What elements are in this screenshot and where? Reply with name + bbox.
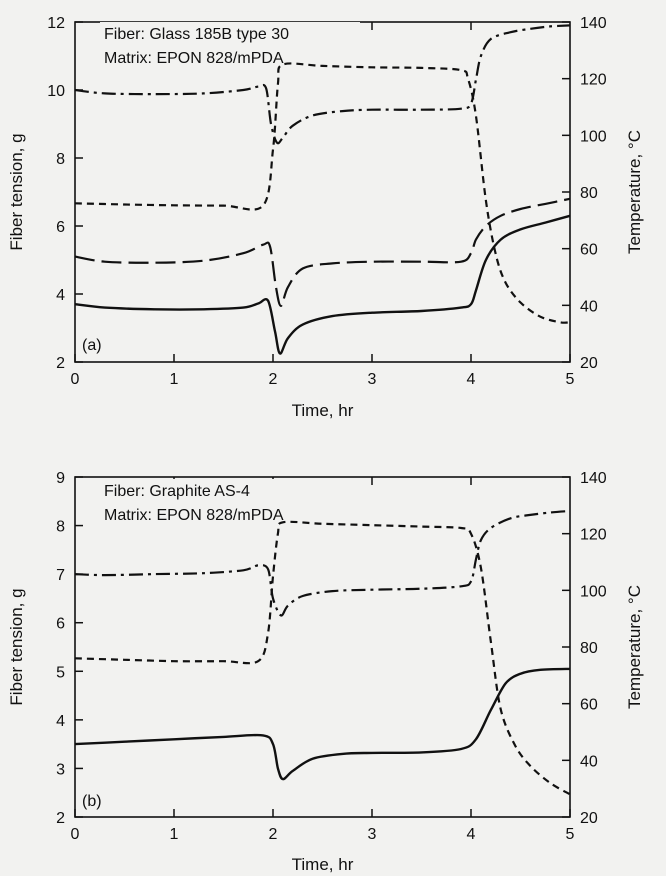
y-tick-label: 2: [56, 810, 65, 827]
y-tick-label: 7: [56, 567, 65, 584]
annotation-background: [100, 22, 360, 44]
x-axis-title: Time, hr: [292, 855, 354, 874]
x-tick-label: 3: [368, 826, 377, 843]
panel-label: (a): [82, 337, 102, 354]
x-tick-label: 2: [269, 826, 278, 843]
y2-tick-label: 80: [580, 640, 598, 657]
y2-tick-label: 140: [580, 470, 607, 487]
y-tick-label: 3: [56, 761, 65, 778]
x-tick-label: 3: [368, 371, 377, 388]
y-tick-label: 2: [56, 355, 65, 372]
y-tick-label: 6: [56, 219, 65, 236]
x-tick-label: 1: [170, 371, 179, 388]
y-tick-label: 4: [56, 287, 65, 304]
x-tick-label: 4: [467, 371, 476, 388]
y2-tick-label: 140: [580, 15, 607, 32]
y2-axis-title: Temperature, °C: [625, 130, 644, 254]
y-tick-label: 9: [56, 470, 65, 487]
panel-label: (b): [82, 793, 102, 810]
plot-frame: [74, 476, 571, 818]
chart-panel-b: 0 1 2 3 4 5 2 3 4 5 6 7 8 9 20 40 60 80 100 120 140 Time, hr F…: [7, 470, 644, 874]
y2-axis-title: Temperature, °C: [625, 585, 644, 709]
x-tick-label: 5: [566, 371, 575, 388]
series-line-dash-dot: [74, 509, 571, 617]
y2-tick-label: 120: [580, 72, 607, 89]
y-tick-label: 10: [47, 83, 65, 100]
annotation-text: Matrix: EPON 828/mPDA: [104, 507, 284, 524]
annotation-text: Matrix: EPON 828/mPDA: [104, 50, 284, 67]
y-axis-title: Fiber tension, g: [7, 133, 26, 250]
x-axis-title: Time, hr: [292, 401, 354, 420]
y-tick-label: 8: [56, 151, 65, 168]
y-tick-label: 12: [47, 15, 65, 32]
annotation-text: Fiber: Graphite AS-4: [104, 483, 250, 500]
y-tick-label: 6: [56, 616, 65, 633]
annotation-background: [100, 479, 360, 501]
y2-tick-label: 120: [580, 527, 607, 544]
x-tick-label: 1: [170, 826, 179, 843]
y2-tick-label: 80: [580, 185, 598, 202]
plot-frame: [74, 21, 571, 363]
y2-tick-label: 100: [580, 583, 607, 600]
y-tick-label: 8: [56, 519, 65, 536]
y-axis-title: Fiber tension, g: [7, 588, 26, 705]
x-tick-label: 0: [71, 371, 80, 388]
y-tick-label: 4: [56, 713, 65, 730]
y2-tick-label: 40: [580, 298, 598, 315]
series-line-long-dash: [74, 197, 571, 307]
annotation-background: [100, 503, 360, 525]
x-tick-label: 4: [467, 826, 476, 843]
x-tick-label: 2: [269, 371, 278, 388]
series-line-solid: [74, 667, 571, 781]
y-tick-label: 5: [56, 664, 65, 681]
y2-tick-label: 20: [580, 810, 598, 827]
y2-tick-label: 40: [580, 753, 598, 770]
annotation-text: Fiber: Glass 185B type 30: [104, 26, 289, 43]
x-tick-label: 5: [566, 826, 575, 843]
x-tick-label: 0: [71, 826, 80, 843]
annotation-background: [100, 46, 360, 68]
series-line-short-dash: [74, 62, 571, 324]
series-line-dash-dot: [74, 24, 571, 145]
series-line-short-dash: [74, 520, 571, 796]
y2-tick-label: 100: [580, 128, 607, 145]
y2-tick-label: 60: [580, 697, 598, 714]
series-line-solid: [74, 214, 571, 355]
y2-tick-label: 20: [580, 355, 598, 372]
y2-tick-label: 60: [580, 242, 598, 259]
